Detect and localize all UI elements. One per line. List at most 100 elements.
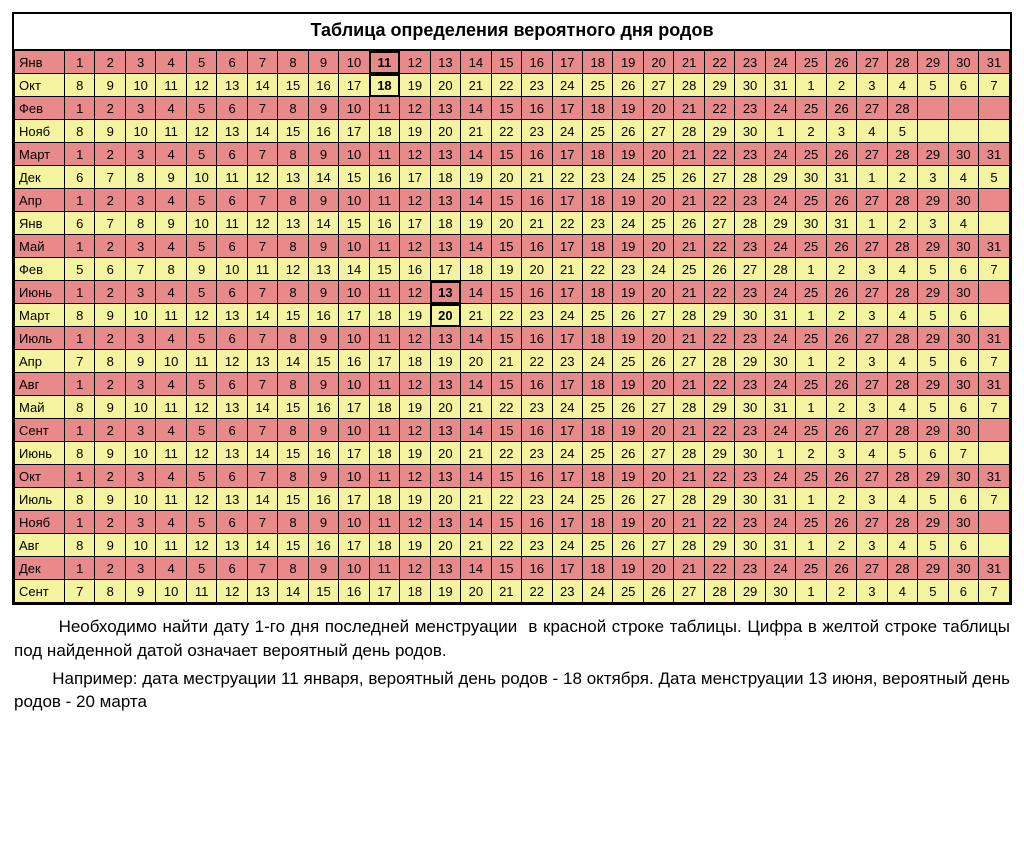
day-cell: 30 <box>735 534 765 557</box>
day-cell: 18 <box>369 488 399 511</box>
day-cell: 15 <box>491 189 521 212</box>
day-cell: 27 <box>643 396 673 419</box>
day-cell: 15 <box>339 166 369 189</box>
day-cell: 29 <box>918 281 948 304</box>
day-cell: 20 <box>643 51 673 74</box>
day-cell: 21 <box>674 281 704 304</box>
day-cell: 2 <box>95 465 125 488</box>
day-cell: 20 <box>491 166 521 189</box>
day-cell: 22 <box>491 120 521 143</box>
day-cell: 8 <box>278 419 308 442</box>
day-cell: 23 <box>522 304 552 327</box>
day-cell: 22 <box>491 304 521 327</box>
day-cell: 15 <box>308 350 338 373</box>
day-cell: 31 <box>765 304 795 327</box>
day-cell: 12 <box>400 281 430 304</box>
day-cell: 26 <box>826 557 856 580</box>
day-cell: 7 <box>95 212 125 235</box>
table-row: Май1234567891011121314151617181920212223… <box>15 235 1010 258</box>
day-cell: 9 <box>95 534 125 557</box>
month-label: Авг <box>15 373 65 396</box>
day-cell: 11 <box>156 396 186 419</box>
day-cell: 13 <box>430 419 460 442</box>
month-label: Апр <box>15 189 65 212</box>
day-cell: 4 <box>156 235 186 258</box>
day-cell: 9 <box>308 235 338 258</box>
day-cell: 9 <box>156 212 186 235</box>
day-cell: 20 <box>430 396 460 419</box>
day-cell: 9 <box>186 258 216 281</box>
day-cell: 26 <box>613 488 643 511</box>
day-cell: 15 <box>278 488 308 511</box>
day-cell: 23 <box>613 258 643 281</box>
day-cell: 19 <box>461 166 491 189</box>
day-cell: 5 <box>918 396 948 419</box>
day-cell: 16 <box>522 97 552 120</box>
day-cell: 30 <box>948 419 978 442</box>
day-cell: 24 <box>765 511 795 534</box>
day-cell: 12 <box>400 465 430 488</box>
day-cell: 13 <box>430 143 460 166</box>
day-cell: 11 <box>369 373 399 396</box>
day-cell: 8 <box>65 488 95 511</box>
day-cell: 15 <box>491 419 521 442</box>
day-cell: 30 <box>735 396 765 419</box>
day-cell: 11 <box>369 465 399 488</box>
day-cell: 10 <box>186 166 216 189</box>
day-cell: 1 <box>796 580 826 603</box>
day-cell: 1 <box>65 511 95 534</box>
day-cell: 4 <box>156 465 186 488</box>
day-cell: 10 <box>339 143 369 166</box>
day-cell: 8 <box>278 51 308 74</box>
day-cell: 28 <box>735 212 765 235</box>
day-cell <box>979 281 1010 304</box>
day-cell: 15 <box>491 235 521 258</box>
day-cell: 30 <box>948 51 978 74</box>
day-cell: 18 <box>400 350 430 373</box>
day-cell: 26 <box>826 51 856 74</box>
day-cell: 23 <box>582 212 612 235</box>
day-cell: 21 <box>461 442 491 465</box>
day-cell: 18 <box>430 212 460 235</box>
day-cell: 25 <box>582 120 612 143</box>
day-cell: 27 <box>643 488 673 511</box>
table-row: Окт8910111213141516171819202122232425262… <box>15 74 1010 97</box>
day-cell: 17 <box>369 580 399 603</box>
day-cell: 25 <box>582 304 612 327</box>
day-cell: 24 <box>643 258 673 281</box>
day-cell: 2 <box>826 396 856 419</box>
day-cell: 19 <box>400 534 430 557</box>
day-cell: 4 <box>156 511 186 534</box>
day-cell: 6 <box>217 465 247 488</box>
day-cell: 20 <box>643 97 673 120</box>
day-cell <box>979 419 1010 442</box>
day-cell: 18 <box>582 327 612 350</box>
day-cell: 4 <box>948 166 978 189</box>
day-cell: 3 <box>125 97 155 120</box>
day-cell: 4 <box>156 189 186 212</box>
day-cell: 13 <box>308 258 338 281</box>
day-cell: 16 <box>522 143 552 166</box>
day-cell: 3 <box>857 304 887 327</box>
day-cell: 27 <box>857 419 887 442</box>
day-cell: 5 <box>65 258 95 281</box>
day-cell: 1 <box>65 51 95 74</box>
table-row: Июнь891011121314151617181920212223242526… <box>15 442 1010 465</box>
day-cell: 2 <box>95 557 125 580</box>
day-cell: 21 <box>461 488 491 511</box>
day-cell: 22 <box>704 557 734 580</box>
day-cell: 12 <box>400 235 430 258</box>
day-cell: 16 <box>522 373 552 396</box>
day-cell: 29 <box>735 580 765 603</box>
day-cell: 17 <box>339 74 369 97</box>
day-cell: 3 <box>125 327 155 350</box>
day-cell: 11 <box>369 235 399 258</box>
day-cell <box>979 97 1010 120</box>
day-cell: 2 <box>826 488 856 511</box>
day-cell <box>979 304 1010 327</box>
day-cell: 10 <box>125 304 155 327</box>
day-cell: 24 <box>552 534 582 557</box>
day-cell: 26 <box>613 534 643 557</box>
day-cell: 25 <box>796 511 826 534</box>
table-row: Авг8910111213141516171819202122232425262… <box>15 534 1010 557</box>
